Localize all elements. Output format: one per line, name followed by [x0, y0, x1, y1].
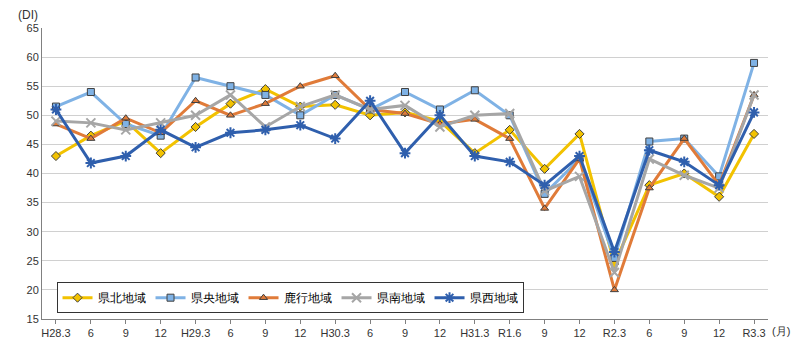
svg-text:55: 55 [27, 80, 39, 92]
svg-text:(DI): (DI) [18, 8, 38, 22]
svg-text:R1.6: R1.6 [498, 327, 521, 339]
svg-text:35: 35 [27, 196, 39, 208]
svg-text:12: 12 [294, 327, 306, 339]
svg-text:県北地域: 県北地域 [98, 291, 146, 305]
svg-text:30: 30 [27, 226, 39, 238]
svg-text:60: 60 [27, 51, 39, 63]
svg-text:45: 45 [27, 138, 39, 150]
svg-text:鹿行地域: 鹿行地域 [284, 291, 332, 305]
svg-text:9: 9 [402, 327, 408, 339]
svg-text:40: 40 [27, 167, 39, 179]
svg-text:9: 9 [542, 327, 548, 339]
svg-text:6: 6 [88, 327, 94, 339]
svg-text:6: 6 [227, 327, 233, 339]
svg-text:50: 50 [27, 109, 39, 121]
svg-text:県西地域: 県西地域 [470, 291, 518, 305]
svg-text:H28.3: H28.3 [41, 327, 70, 339]
svg-text:9: 9 [123, 327, 129, 339]
svg-text:12: 12 [434, 327, 446, 339]
svg-text:20: 20 [27, 284, 39, 296]
svg-text:H30.3: H30.3 [321, 327, 350, 339]
svg-text:R3.3: R3.3 [742, 327, 765, 339]
svg-text:9: 9 [681, 327, 687, 339]
svg-text:県南地域: 県南地域 [377, 291, 425, 305]
svg-text:(月): (月) [772, 325, 790, 337]
svg-text:12: 12 [155, 327, 167, 339]
svg-text:9: 9 [262, 327, 268, 339]
svg-text:H31.3: H31.3 [460, 327, 489, 339]
svg-text:6: 6 [646, 327, 652, 339]
svg-text:25: 25 [27, 255, 39, 267]
svg-text:県央地域: 県央地域 [191, 291, 239, 305]
svg-text:15: 15 [27, 313, 39, 325]
svg-text:6: 6 [367, 327, 373, 339]
svg-text:12: 12 [573, 327, 585, 339]
svg-text:R2.3: R2.3 [603, 327, 626, 339]
svg-text:12: 12 [713, 327, 725, 339]
svg-text:H29.3: H29.3 [181, 327, 210, 339]
svg-text:65: 65 [27, 22, 39, 34]
